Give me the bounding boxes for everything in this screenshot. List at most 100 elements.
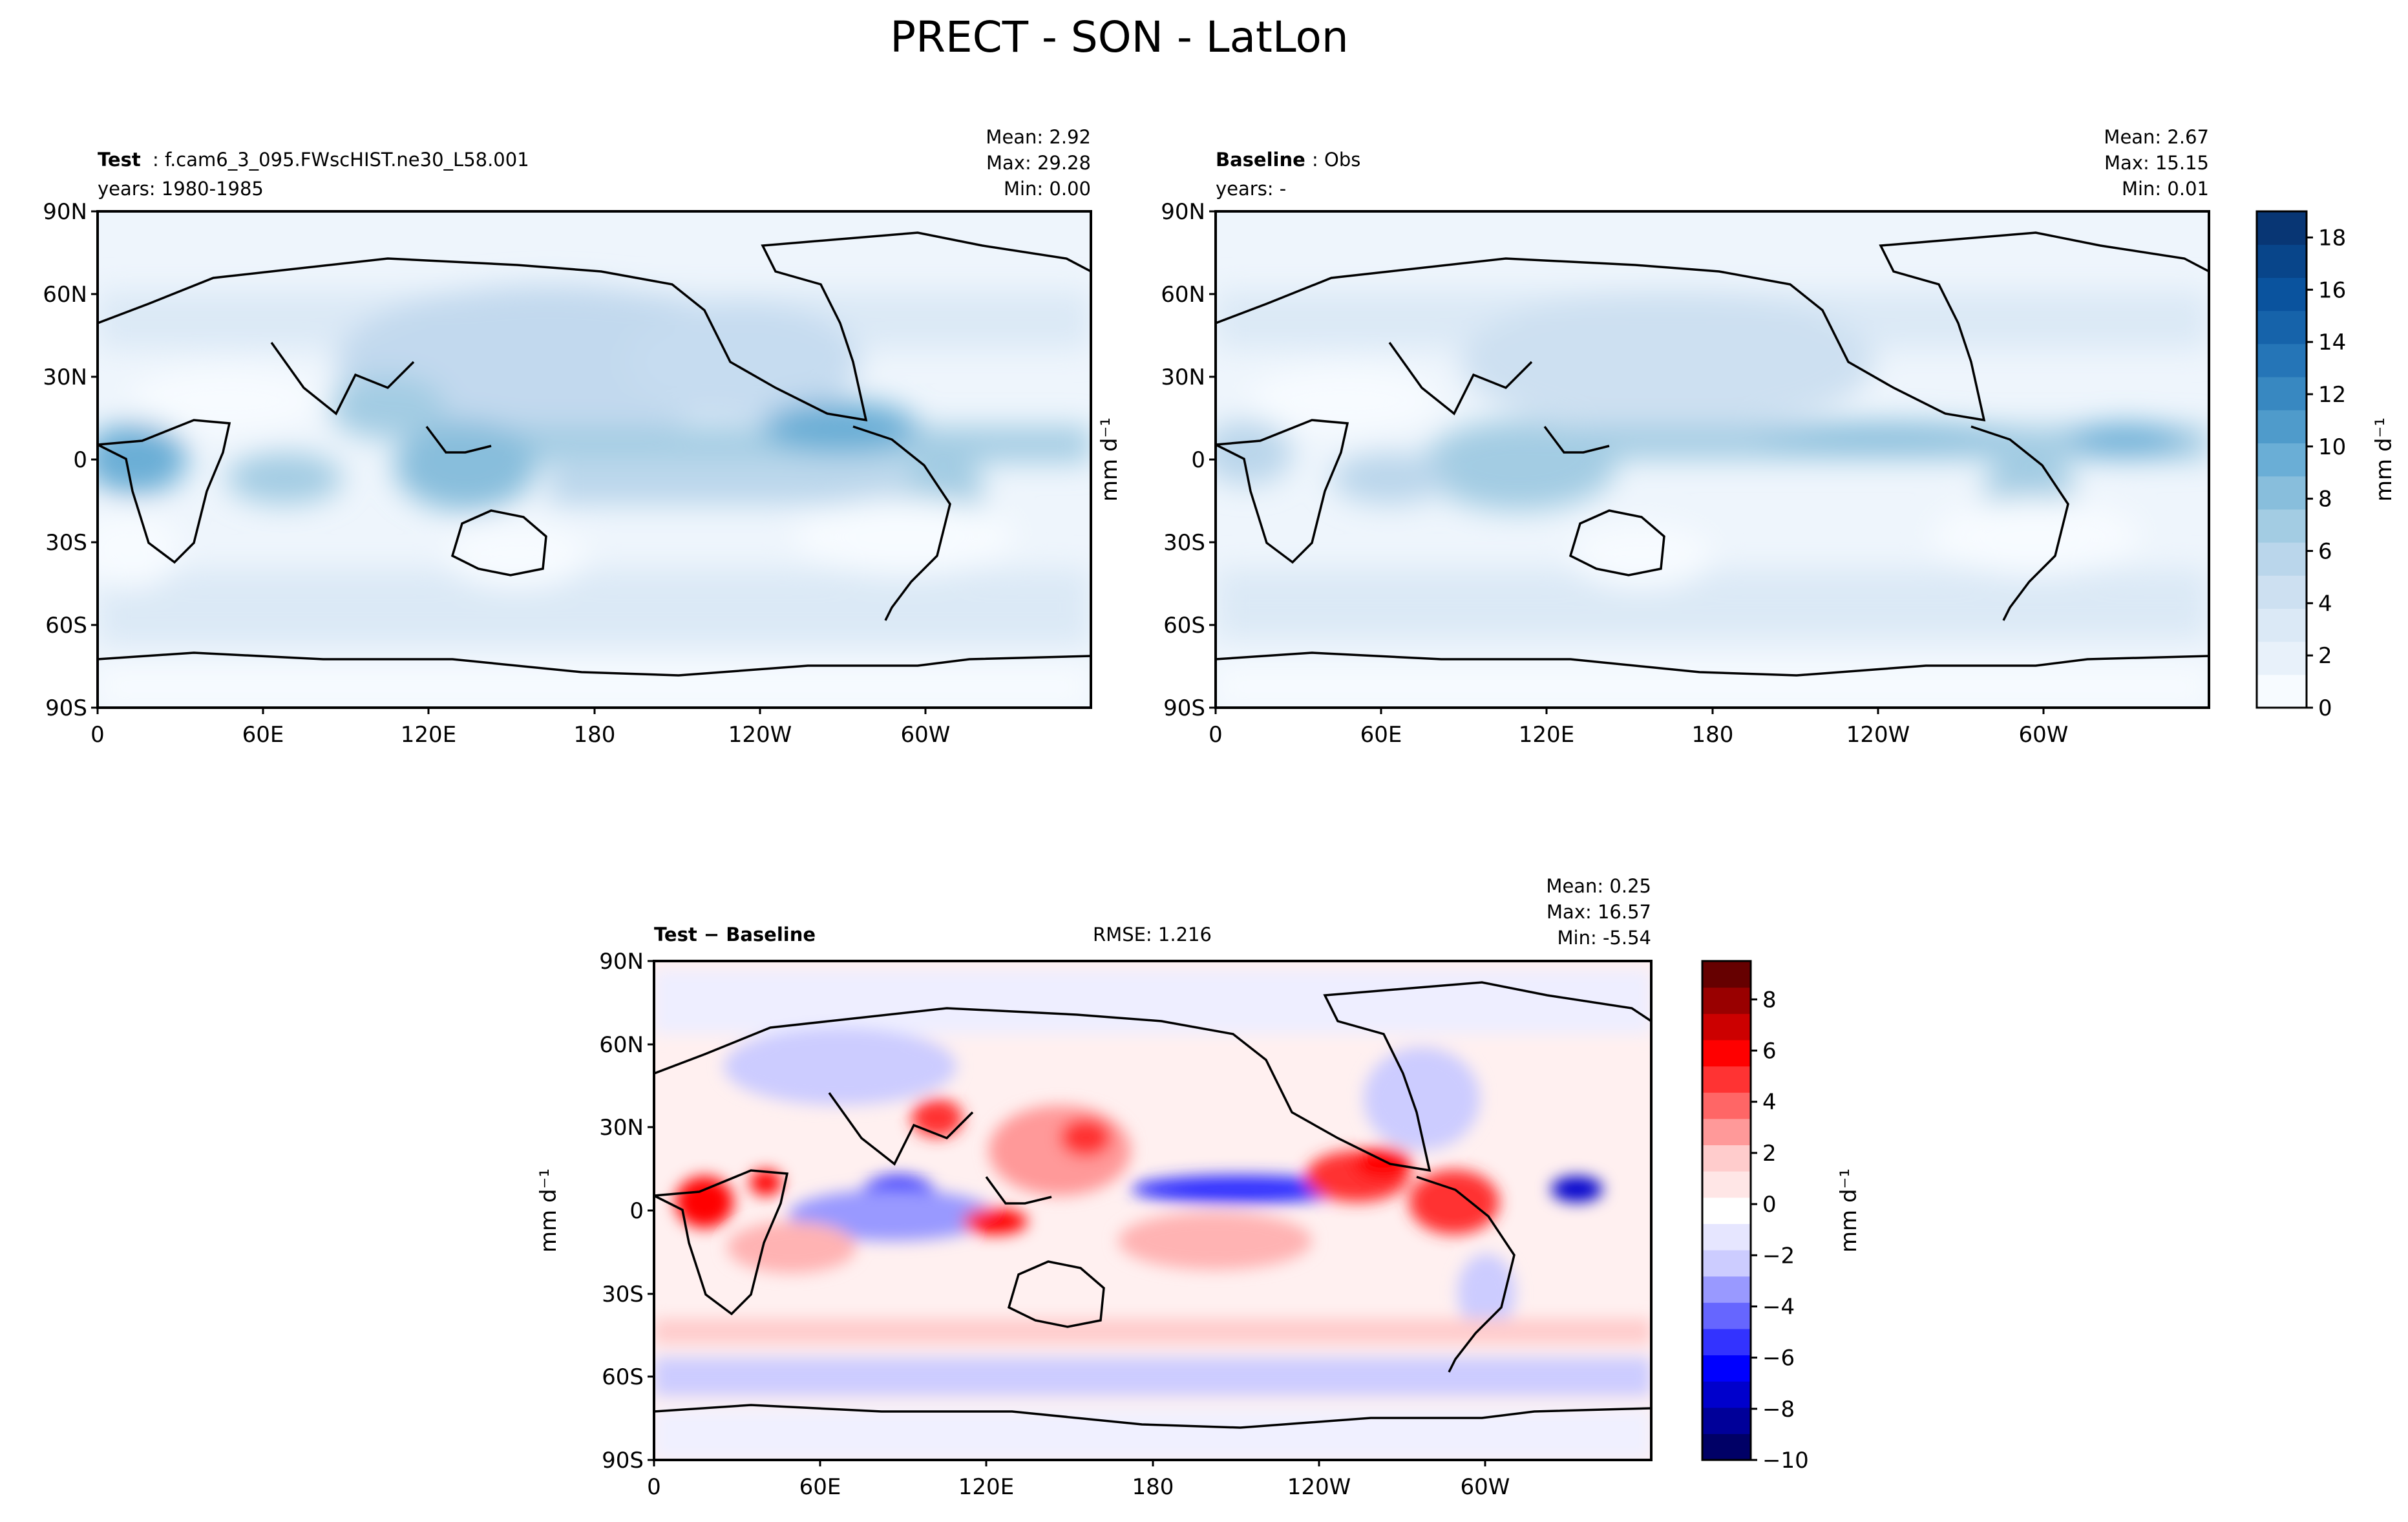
div-colorbar-segment [1702, 1171, 1751, 1198]
test-xtick-label: 120E [401, 722, 456, 748]
seq-colorbar-tick-label: 2 [2318, 643, 2332, 669]
div-colorbar-tick-label: −4 [1762, 1294, 1795, 1320]
div-colorbar-segment [1702, 1197, 1751, 1224]
diff-ytick-label: 60S [602, 1364, 644, 1390]
baseline-stat-mean: Mean: 2.67 [2104, 126, 2209, 148]
seq-colorbar-tick-label: 12 [2318, 382, 2346, 408]
div-colorbar-segment [1702, 1223, 1751, 1251]
diff-panel: Test − Baseline RMSE: 1.216 Mean: 0.25 M… [536, 875, 1653, 1500]
div-colorbar-tick-label: 6 [1762, 1039, 1777, 1064]
diff-ytick-label: 0 [629, 1198, 644, 1224]
baseline-ytick-label: 60S [1163, 613, 1205, 639]
seq-colorbar-segment [2257, 310, 2307, 344]
seq-colorbar-tick-label: 0 [2318, 695, 2332, 721]
test-map-field [98, 211, 1091, 708]
baseline-ytick-label: 60N [1161, 282, 1205, 308]
baseline-xtick-label: 120W [1846, 722, 1910, 748]
test-xtick-label: 0 [90, 722, 105, 748]
baseline-xtick-label: 60W [2019, 722, 2069, 748]
seq-colorbar-segment [2257, 476, 2307, 510]
baseline-ytick-label: 0 [1191, 447, 1205, 473]
test-title-bold: Test [98, 149, 141, 171]
test-xtick-label: 60W [901, 722, 951, 748]
diff-colorbar: 8 6 4 2 0 −2 −4 −6 −8 −10 mm d⁻¹ [1701, 960, 1862, 1474]
div-colorbar-label: mm d⁻¹ [1836, 1168, 1862, 1252]
seq-colorbar-segment [2257, 443, 2307, 477]
seq-colorbar-segment [2257, 410, 2307, 443]
div-colorbar-tick-label: −8 [1762, 1397, 1795, 1422]
baseline-xtick-label: 60E [1360, 722, 1402, 748]
test-xtick-label: 120W [728, 722, 792, 748]
test-title-rest: : f.cam6_3_095.FWscHIST.ne30_L58.001 [153, 149, 529, 171]
diff-ylabel: mm d⁻¹ [536, 1168, 562, 1252]
div-colorbar-tick-label: 2 [1762, 1141, 1777, 1167]
div-colorbar-tick-label: 0 [1762, 1192, 1777, 1218]
test-y-axis: 90N 60N 30N 0 30S 60S 90S [43, 199, 87, 721]
diff-ytick-label: 90N [599, 949, 644, 975]
baseline-title-rest: : Obs [1312, 149, 1360, 171]
test-ytick-label: 60S [45, 613, 87, 639]
test-ytick-label: 0 [73, 447, 87, 473]
diff-xtick-label: 120E [958, 1474, 1014, 1500]
div-colorbar-segment [1702, 1118, 1751, 1146]
diff-xtick-label: 0 [647, 1474, 661, 1500]
diff-stat-max: Max: 16.57 [1547, 901, 1651, 923]
test-ytick-label: 60N [43, 282, 87, 308]
div-colorbar-segment [1702, 1066, 1751, 1093]
div-colorbar-segment [1702, 987, 1751, 1014]
baseline-panel: Baseline : Obs years: - Mean: 2.67 Max: … [1097, 126, 2210, 748]
div-colorbar-tick-label: −6 [1762, 1346, 1795, 1371]
seq-colorbar-segment [2257, 542, 2307, 576]
div-colorbar-segment [1702, 1013, 1751, 1041]
seq-colorbar-tick-label: 4 [2318, 591, 2332, 617]
seq-colorbar-label: mm d⁻¹ [2371, 417, 2397, 502]
baseline-xtick-label: 180 [1692, 722, 1734, 748]
seq-colorbar-tick-label: 8 [2318, 487, 2332, 513]
div-colorbar-tick-label: 8 [1762, 987, 1777, 1013]
baseline-ytick-label: 30N [1161, 365, 1205, 390]
diff-y-axis: 90N 60N 30N 0 30S 60S 90S [599, 949, 644, 1474]
baseline-y-axis: 90N 60N 30N 0 30S 60S 90S [1161, 199, 1205, 721]
diff-x-axis: 0 60E 120E 180 120W 60W [647, 1474, 1510, 1500]
seq-colorbar-segment [2257, 377, 2307, 410]
seq-colorbar-tick-label: 18 [2318, 225, 2346, 251]
baseline-stat-min: Min: 0.01 [2122, 178, 2209, 200]
test-xtick-label: 180 [574, 722, 616, 748]
div-colorbar-frame [1701, 960, 1752, 1461]
baseline-colorbar: 0 2 4 6 8 10 12 14 16 18 mm d⁻¹ [2255, 210, 2397, 721]
div-colorbar-segment [1702, 1355, 1751, 1382]
seq-colorbar-frame [2255, 210, 2308, 709]
div-colorbar-segment [1702, 1145, 1751, 1172]
seq-colorbar-segment [2257, 575, 2307, 609]
div-colorbar-ticks: 8 6 4 2 0 −2 −4 −6 −8 −10 [1751, 987, 1809, 1474]
seq-colorbar-segment [2257, 641, 2307, 675]
div-colorbar-tick-label: −10 [1762, 1448, 1809, 1474]
test-xtick-label: 60E [242, 722, 284, 748]
diff-title: Test − Baseline [654, 924, 816, 946]
test-stat-mean: Mean: 2.92 [986, 126, 1091, 148]
baseline-ytick-label: 30S [1163, 530, 1205, 556]
diff-ytick-label: 30S [602, 1282, 644, 1307]
seq-colorbar-segment [2257, 244, 2307, 278]
test-stat-min: Min: 0.00 [1004, 178, 1091, 200]
test-ytick-label: 90S [45, 695, 87, 721]
baseline-stat-max: Max: 15.15 [2104, 152, 2209, 174]
diff-coastlines [654, 981, 1651, 1429]
seq-colorbar-tick-label: 6 [2318, 538, 2332, 564]
test-x-axis: 0 60E 120E 180 120W 60W [90, 722, 950, 748]
seq-colorbar-ticks: 0 2 4 6 8 10 12 14 16 18 [2307, 225, 2346, 721]
diff-ytick-label: 90S [602, 1448, 644, 1474]
baseline-years: years: - [1216, 178, 1286, 200]
test-stat-max: Max: 29.28 [986, 152, 1091, 174]
baseline-coastlines [1216, 231, 2209, 677]
seq-colorbar-segment [2257, 608, 2307, 642]
test-years: years: 1980-1985 [98, 178, 264, 200]
div-colorbar-segment [1702, 961, 1751, 988]
baseline-ytick-label: 90S [1163, 695, 1205, 721]
seq-colorbar-tick-label: 14 [2318, 330, 2346, 355]
div-colorbar-tick-label: −2 [1762, 1243, 1795, 1269]
seq-colorbar-segments [2257, 211, 2307, 708]
div-colorbar-segment [1702, 1381, 1751, 1408]
test-panel: Test : f.cam6_3_095.FWscHIST.ne30_L58.00… [43, 126, 1092, 748]
